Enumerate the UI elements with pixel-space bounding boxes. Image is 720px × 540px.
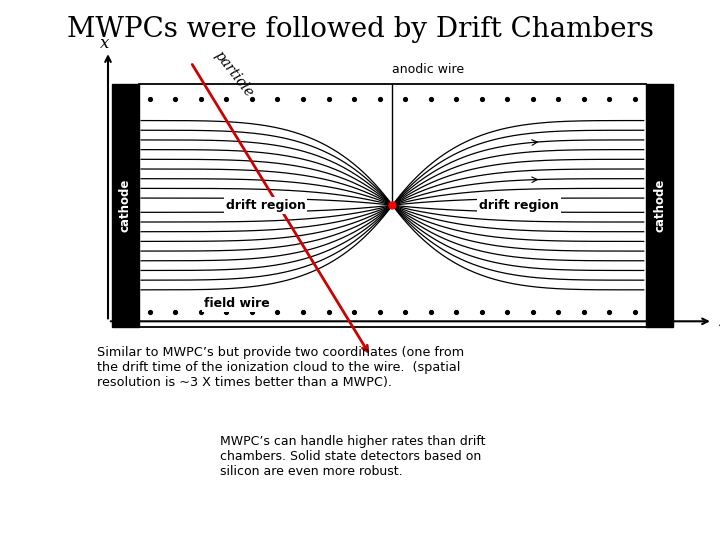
Text: drift region: drift region: [226, 199, 305, 212]
Text: anodic wire: anodic wire: [392, 63, 464, 76]
Text: z: z: [718, 313, 720, 330]
Text: cathode: cathode: [653, 179, 666, 232]
Text: particle: particle: [212, 49, 256, 100]
Text: drift region: drift region: [480, 199, 559, 212]
Text: Similar to MWPC’s but provide two coordinates (one from
the drift time of the io: Similar to MWPC’s but provide two coordi…: [97, 346, 464, 389]
Text: cathode: cathode: [119, 179, 132, 232]
Bar: [646, 84, 673, 327]
Text: MWPC’s can handle higher rates than drift
chambers. Solid state detectors based : MWPC’s can handle higher rates than drif…: [220, 435, 485, 478]
Bar: [112, 84, 139, 327]
Text: x: x: [99, 35, 109, 52]
Text: MWPCs were followed by Drift Chambers: MWPCs were followed by Drift Chambers: [66, 16, 654, 43]
Text: field wire: field wire: [204, 297, 270, 310]
